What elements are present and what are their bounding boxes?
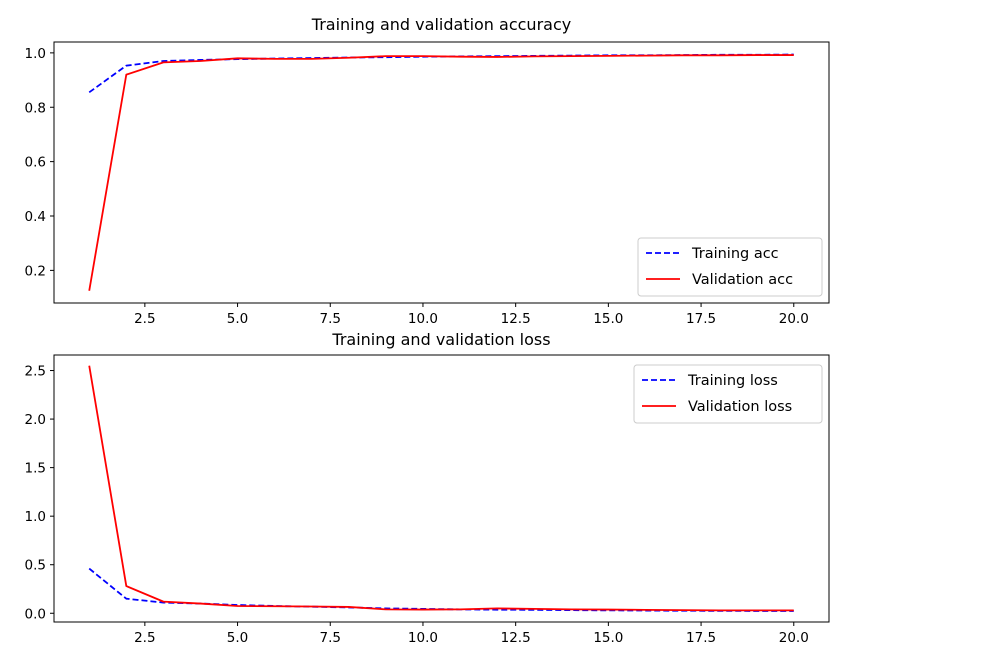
legend-label: Validation loss	[688, 399, 792, 415]
series-line-validation-loss	[88, 365, 794, 612]
legend-label: Validation acc	[692, 272, 793, 288]
x-tick-label: 5.0	[227, 630, 248, 646]
y-tick-label: 1.5	[25, 461, 46, 477]
legend-box	[633, 364, 823, 424]
y-tick-label: 2.0	[25, 412, 46, 428]
y-tick-label: 0.5	[25, 558, 46, 574]
y-tick-label: 0.4	[25, 209, 46, 225]
x-tick-label: 10.0	[408, 630, 438, 646]
chart-title: Training and validation loss	[331, 330, 550, 349]
legend: Training loss Validation loss	[633, 364, 823, 424]
x-tick-label: 7.5	[320, 630, 341, 646]
series-line-validation-acc	[88, 54, 794, 291]
y-tick-label: 1.0	[25, 509, 46, 525]
x-tick-label: 12.5	[501, 311, 531, 327]
y-tick-label: 0.8	[25, 100, 46, 116]
series-line-training-acc	[88, 53, 794, 94]
x-tick-label: 2.5	[134, 311, 155, 327]
series-line-training-loss	[88, 567, 794, 612]
legend-label: Training loss	[687, 373, 778, 389]
plot-area-frame	[53, 41, 830, 304]
legend-label: Training acc	[691, 246, 779, 262]
x-tick-label: 17.5	[686, 630, 716, 646]
x-tick-label: 15.0	[593, 311, 623, 327]
y-tick-label: 2.5	[25, 364, 46, 380]
x-tick-label: 15.0	[593, 630, 623, 646]
x-tick-label: 7.5	[320, 311, 341, 327]
x-tick-label: 20.0	[779, 311, 809, 327]
legend: Training acc Validation acc	[637, 237, 823, 297]
x-tick-label: 2.5	[134, 630, 155, 646]
x-tick-label: 17.5	[686, 311, 716, 327]
chart-title: Training and validation accuracy	[311, 15, 571, 34]
y-tick-label: 0.0	[25, 606, 46, 622]
x-tick-label: 12.5	[501, 630, 531, 646]
accuracy-panel: Training and validation accuracy 2.5 5.0 7.…	[25, 15, 830, 327]
y-tick-label: 0.2	[25, 263, 46, 279]
x-tick-label: 20.0	[779, 630, 809, 646]
y-tick-label: 0.6	[25, 155, 46, 171]
legend-box	[637, 237, 823, 297]
plot-area-frame	[53, 354, 830, 623]
y-tick-label: 1.0	[25, 46, 46, 62]
x-tick-label: 5.0	[227, 311, 248, 327]
loss-panel: Training and validation loss 2.5 5.0 7.5 10.…	[25, 330, 830, 646]
x-tick-label: 10.0	[408, 311, 438, 327]
